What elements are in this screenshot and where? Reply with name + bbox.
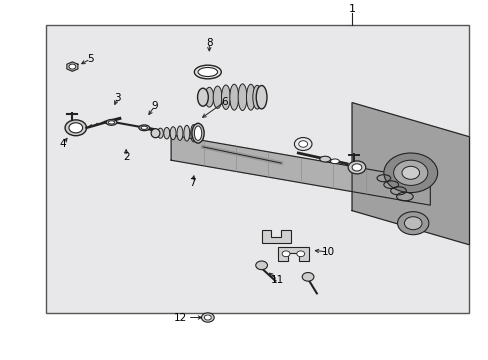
Text: 3: 3 — [114, 93, 121, 103]
Ellipse shape — [221, 85, 230, 109]
Ellipse shape — [319, 156, 330, 162]
Ellipse shape — [213, 86, 222, 108]
Polygon shape — [351, 103, 468, 245]
Ellipse shape — [177, 126, 183, 140]
Ellipse shape — [141, 126, 147, 130]
Ellipse shape — [246, 84, 255, 110]
Circle shape — [393, 160, 427, 185]
Ellipse shape — [256, 86, 266, 109]
Circle shape — [397, 212, 428, 235]
Circle shape — [255, 261, 267, 270]
Text: 7: 7 — [189, 177, 196, 188]
Bar — [46, 25, 468, 313]
Text: 8: 8 — [205, 38, 212, 48]
Ellipse shape — [157, 128, 163, 138]
Circle shape — [347, 161, 365, 174]
Ellipse shape — [108, 121, 114, 124]
Ellipse shape — [238, 84, 246, 111]
Text: 6: 6 — [221, 96, 228, 107]
Ellipse shape — [190, 125, 196, 142]
Ellipse shape — [198, 68, 217, 77]
Circle shape — [204, 315, 211, 320]
Circle shape — [298, 141, 307, 147]
Circle shape — [404, 217, 421, 230]
Ellipse shape — [139, 125, 149, 131]
Ellipse shape — [252, 85, 261, 109]
Ellipse shape — [194, 126, 201, 140]
Polygon shape — [67, 62, 78, 71]
Ellipse shape — [197, 88, 208, 106]
Circle shape — [401, 166, 419, 179]
Text: 12: 12 — [173, 312, 186, 323]
Ellipse shape — [191, 123, 204, 143]
Circle shape — [282, 251, 289, 257]
Text: 10: 10 — [322, 247, 334, 257]
Polygon shape — [277, 247, 308, 261]
Ellipse shape — [163, 127, 169, 139]
Text: 11: 11 — [270, 275, 284, 285]
Text: 4: 4 — [59, 139, 66, 149]
Text: 1: 1 — [348, 4, 355, 14]
Ellipse shape — [183, 125, 189, 141]
Circle shape — [69, 64, 76, 69]
Text: 5: 5 — [87, 54, 94, 64]
Circle shape — [296, 251, 304, 257]
Polygon shape — [171, 135, 429, 205]
Circle shape — [201, 313, 214, 322]
Ellipse shape — [330, 159, 339, 163]
Ellipse shape — [229, 84, 238, 110]
Text: 2: 2 — [122, 152, 129, 162]
Ellipse shape — [170, 127, 176, 140]
Ellipse shape — [151, 129, 160, 138]
Circle shape — [65, 120, 86, 136]
Circle shape — [69, 123, 82, 133]
Ellipse shape — [204, 87, 213, 107]
Ellipse shape — [106, 120, 117, 125]
Text: 9: 9 — [151, 101, 158, 111]
Circle shape — [351, 164, 361, 171]
Circle shape — [302, 273, 313, 281]
Circle shape — [383, 153, 437, 193]
Polygon shape — [261, 230, 290, 243]
